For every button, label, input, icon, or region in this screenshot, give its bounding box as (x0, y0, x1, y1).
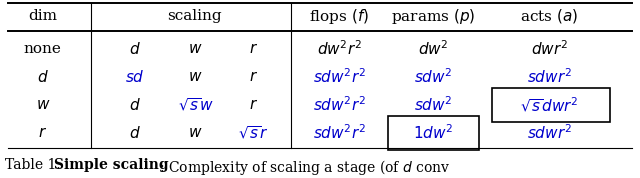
Text: $w$: $w$ (36, 98, 50, 112)
Text: $sdwr^2$: $sdwr^2$ (527, 67, 572, 86)
Text: $\sqrt{s}dwr^2$: $\sqrt{s}dwr^2$ (520, 96, 579, 114)
Text: $d$: $d$ (129, 41, 141, 57)
Text: $\sqrt{s}w$: $\sqrt{s}w$ (178, 96, 214, 114)
Text: $r$: $r$ (248, 98, 258, 112)
Text: flops $(f)$: flops $(f)$ (309, 7, 369, 26)
Text: $w$: $w$ (189, 126, 203, 140)
Text: $w$: $w$ (189, 42, 203, 56)
Text: dim: dim (28, 9, 58, 23)
Text: scaling: scaling (167, 9, 222, 23)
Text: $sdwr^2$: $sdwr^2$ (527, 124, 572, 142)
Text: $sdw^2$: $sdw^2$ (414, 96, 452, 114)
Text: Table 1.: Table 1. (4, 158, 67, 172)
Text: $dw^2$: $dw^2$ (418, 39, 449, 58)
Text: : Complexity of scaling a stage (of $d$ conv: : Complexity of scaling a stage (of $d$ … (159, 158, 451, 177)
Text: $d$: $d$ (37, 69, 49, 85)
Text: $r$: $r$ (248, 42, 258, 56)
Text: Simple scaling: Simple scaling (54, 158, 169, 172)
Text: $d$: $d$ (129, 125, 141, 141)
Text: $dwr^2$: $dwr^2$ (531, 39, 568, 58)
Text: $sd$: $sd$ (125, 69, 145, 85)
Text: $dw^2r^2$: $dw^2r^2$ (317, 39, 362, 58)
Text: $r$: $r$ (38, 126, 47, 140)
Text: $r$: $r$ (248, 70, 258, 84)
Text: $sdw^2r^2$: $sdw^2r^2$ (313, 124, 365, 142)
Text: $sdw^2r^2$: $sdw^2r^2$ (313, 67, 365, 86)
Text: params $(p)$: params $(p)$ (391, 7, 476, 26)
Text: acts $(a)$: acts $(a)$ (520, 7, 579, 25)
Text: $sdw^2$: $sdw^2$ (414, 67, 452, 86)
Text: none: none (24, 42, 61, 56)
Text: $w$: $w$ (189, 70, 203, 84)
Text: $d$: $d$ (129, 97, 141, 113)
Text: $sdw^2r^2$: $sdw^2r^2$ (313, 96, 365, 114)
Text: $1dw^2$: $1dw^2$ (413, 124, 454, 142)
Text: $\sqrt{s}r$: $\sqrt{s}r$ (238, 125, 268, 142)
